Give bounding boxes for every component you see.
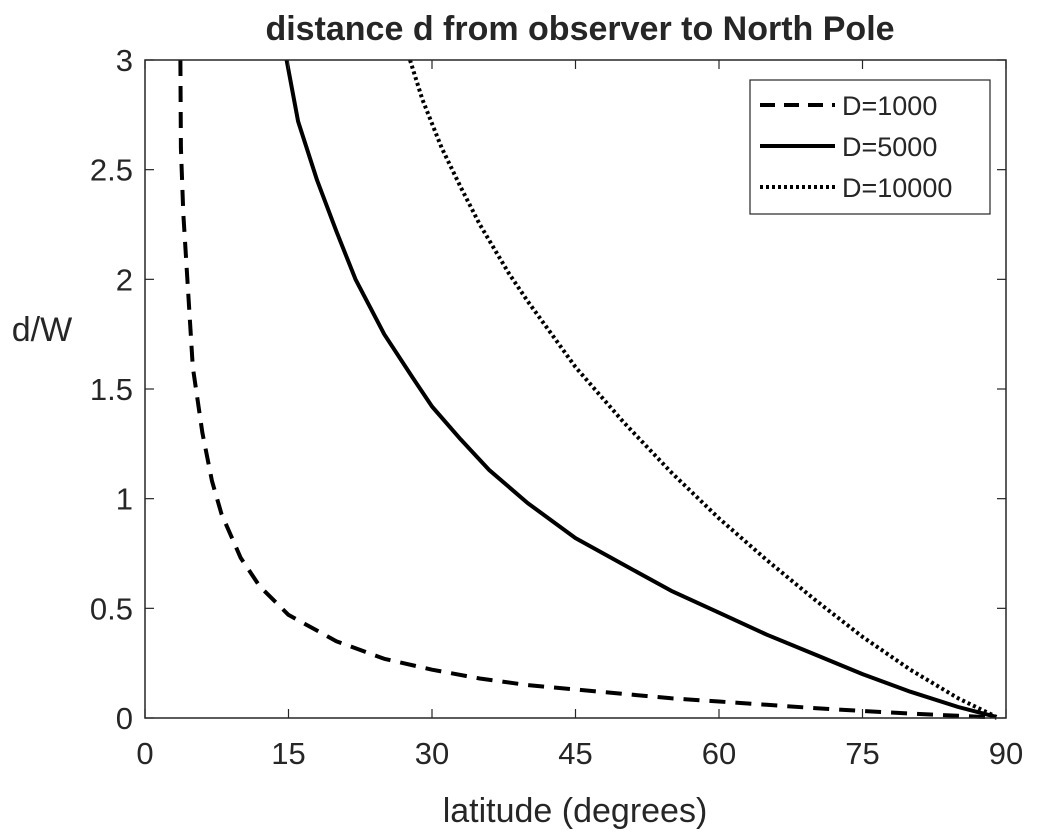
x-tick-label: 0 <box>136 736 153 771</box>
y-tick-label: 1.5 <box>90 372 133 407</box>
x-tick-label: 75 <box>845 736 879 771</box>
series-layer <box>178 59 998 720</box>
legend-label-3: D=10000 <box>842 173 952 203</box>
x-tick-label: 15 <box>271 736 305 771</box>
tick-layer: 0 15 30 45 60 75 90 0 0.5 1 1.5 2 2.5 3 <box>90 43 1023 771</box>
x-tick-label: 60 <box>702 736 736 771</box>
legend: D=1000 D=5000 D=10000 <box>749 79 991 215</box>
x-axis-label: latitude (degrees) <box>443 792 708 830</box>
legend-label-1: D=1000 <box>842 91 937 121</box>
series-line-2 <box>284 59 997 719</box>
y-tick-label: 0.5 <box>90 591 133 626</box>
y-tick-label: 2 <box>116 262 133 297</box>
y-tick-label: 3 <box>116 43 133 78</box>
legend-label-2: D=5000 <box>842 132 937 162</box>
y-tick-label: 0 <box>116 701 133 736</box>
y-tick-label: 1 <box>116 482 133 517</box>
y-axis-label: d/W <box>12 311 72 349</box>
chart-title: distance d from observer to North Pole <box>265 10 894 48</box>
y-tick-label: 2.5 <box>90 153 133 188</box>
x-tick-label: 90 <box>989 736 1023 771</box>
x-tick-label: 45 <box>558 736 592 771</box>
series-line-1 <box>178 59 997 720</box>
x-tick-label: 30 <box>415 736 449 771</box>
